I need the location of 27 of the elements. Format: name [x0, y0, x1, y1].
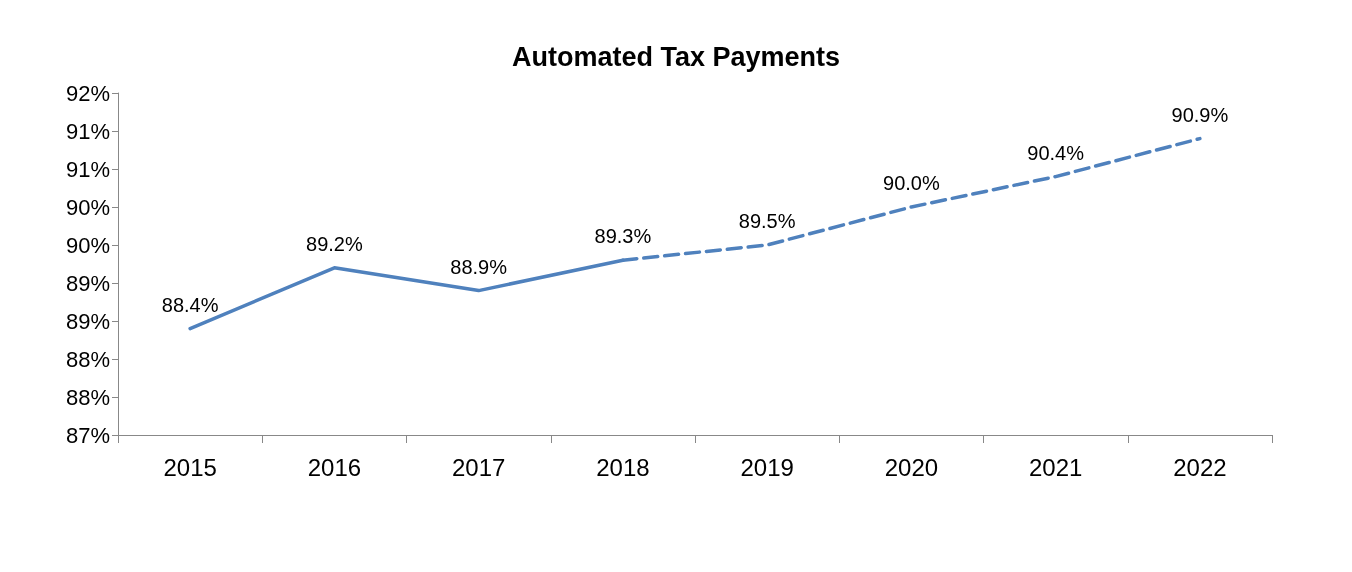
x-tick-label: 2019	[740, 453, 794, 481]
y-tick-label: 89%	[65, 270, 110, 296]
y-tick-label: 92%	[65, 80, 110, 106]
y-tick-label: 88%	[65, 384, 110, 410]
y-tick-label: 87%	[65, 422, 110, 448]
x-tick-label: 2021	[1028, 453, 1083, 481]
y-tick-label: 91%	[65, 118, 110, 144]
data-label: 88.9%	[450, 255, 508, 278]
x-tick-label: 2015	[163, 453, 217, 481]
x-tick-label: 2016	[307, 453, 362, 481]
chart-title: Automated Tax Payments	[511, 41, 841, 72]
data-label: 88.4%	[161, 293, 219, 316]
x-tick-label: 2022	[1173, 453, 1227, 481]
data-label: 90.4%	[1027, 141, 1085, 164]
data-label: 90.9%	[1171, 103, 1229, 126]
y-tick-label: 89%	[65, 308, 110, 334]
y-tick-label: 91%	[65, 156, 110, 182]
x-tick-label: 2017	[451, 453, 506, 481]
data-label: 90.0%	[883, 172, 940, 194]
y-tick-label: 90%	[65, 232, 110, 258]
data-label: 89.3%	[594, 225, 652, 248]
y-tick-label: 90%	[65, 194, 110, 220]
data-label: 89.2%	[306, 232, 363, 255]
data-label: 89.5%	[738, 210, 796, 232]
y-tick-label: 88%	[65, 346, 110, 372]
x-tick-label: 2018	[596, 453, 650, 481]
x-tick-label: 2020	[884, 453, 939, 481]
